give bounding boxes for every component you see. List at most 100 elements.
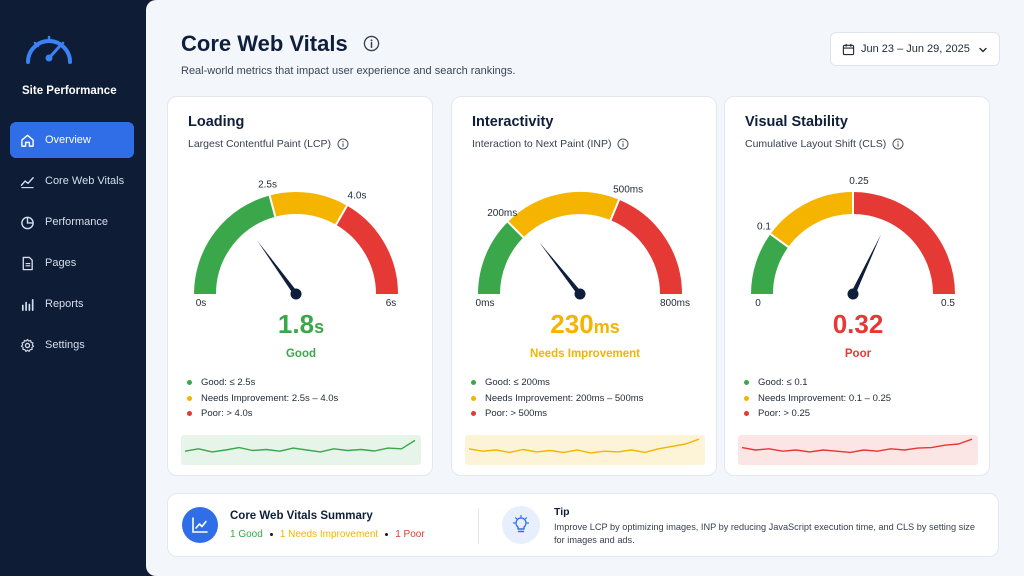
gauge-good-segment [751, 234, 789, 295]
sparkline [738, 435, 978, 465]
brand-title: Site Performance [22, 85, 117, 97]
summary-good-count: 1 Good [230, 529, 263, 540]
gauge-good-segment [194, 195, 276, 295]
date-range-picker[interactable]: Jun 23 – Jun 29, 2025 [830, 32, 1000, 66]
gauge: 0 0.5 0.1 0.25 [751, 176, 955, 309]
gauge-needle-hub [847, 288, 859, 300]
tip-text: Improve LCP by optimizing images, INP by… [554, 522, 975, 545]
nav-item-settings[interactable]: Settings [10, 327, 134, 363]
card-subtitle-text: Largest Contentful Paint (LCP) [188, 138, 331, 150]
nav-label: Performance [45, 216, 108, 228]
metric-unit: ms [593, 317, 620, 337]
card-subtitle: Interaction to Next Paint (INP) [472, 138, 629, 150]
legend-poor: Poor: > 0.25 [744, 406, 891, 422]
lightbulb-icon [502, 506, 540, 544]
nav-item-reports[interactable]: Reports [10, 286, 134, 322]
gauge-good-segment [478, 221, 524, 295]
metric-number: 230 [550, 309, 594, 339]
card-title: Loading [188, 114, 245, 130]
gauge-max-label: 6s [386, 298, 397, 309]
metric-value: 1.8s [168, 309, 434, 340]
pie-icon [21, 216, 34, 229]
metric-status: Poor [844, 348, 872, 360]
gauge-poor-segment [610, 199, 682, 295]
legend-needs-improvement: Needs Improvement: 0.1 – 0.25 [744, 391, 891, 407]
page-icon [22, 256, 33, 270]
gauge-threshold-label: 2.5s [258, 180, 277, 191]
legend-needs-improvement: Needs Improvement: 200ms – 500ms [471, 391, 643, 407]
gauge-min-label: 0 [755, 298, 761, 309]
legend-good: Good: ≤ 0.1 [744, 375, 891, 391]
page-subtitle: Real-world metrics that impact user expe… [181, 65, 516, 77]
main-content: Core Web Vitals Real-world metrics that … [146, 0, 1024, 576]
metric-card-interactivity: Interactivity Interaction to Next Paint … [451, 96, 717, 476]
metric-number: 0.32 [832, 309, 884, 339]
info-icon[interactable] [337, 138, 349, 150]
nav-item-pages[interactable]: Pages [10, 245, 134, 281]
gauge-threshold-label: 4.0s [348, 191, 367, 202]
legend-poor: Poor: > 4.0s [187, 406, 338, 422]
gauge-poor-segment [335, 205, 398, 295]
gauge-max-label: 0.5 [941, 298, 955, 309]
legend-good: Good: ≤ 200ms [471, 375, 643, 391]
metric-number: 1.8 [277, 309, 315, 339]
gauge-separator [506, 220, 525, 239]
gauge-needs-segment [269, 192, 347, 225]
card-subtitle: Largest Contentful Paint (LCP) [188, 138, 349, 150]
date-range-label: Jun 23 – Jun 29, 2025 [861, 43, 970, 55]
sparkline [181, 435, 421, 465]
gauge: 0s 6s 2.5s 4.0s [194, 180, 398, 309]
nav-label: Overview [45, 134, 91, 146]
threshold-legend: Good: ≤ 200ms Needs Improvement: 200ms –… [471, 375, 643, 422]
summary-poor-count: 1 Poor [395, 529, 425, 540]
gauge-poor-segment [852, 192, 955, 295]
nav-label: Settings [45, 339, 85, 351]
threshold-legend: Good: ≤ 0.1 Needs Improvement: 0.1 – 0.2… [744, 375, 891, 422]
metric-card-loading: Loading Largest Contentful Paint (LCP) 0… [167, 96, 433, 476]
metric-unit: s [314, 317, 325, 337]
calendar-icon [842, 43, 855, 55]
tip-title: Tip [554, 506, 570, 518]
gauge-separator [609, 198, 621, 222]
card-title: Visual Stability [745, 114, 848, 130]
gauge-max-label: 800ms [660, 298, 690, 309]
nav-item-overview[interactable]: Overview [10, 122, 134, 158]
metric-card-visual-stability: Visual Stability Cumulative Layout Shift… [724, 96, 990, 476]
nav-item-core-web-vitals[interactable]: Core Web Vitals [10, 163, 134, 199]
chevron-down-icon [979, 47, 987, 53]
info-icon[interactable] [363, 35, 380, 52]
threshold-legend: Good: ≤ 2.5s Needs Improvement: 2.5s – 4… [187, 375, 338, 422]
metric-status: Needs Improvement [530, 348, 640, 360]
nav-label: Pages [45, 257, 77, 269]
card-subtitle-text: Cumulative Layout Shift (CLS) [745, 138, 887, 150]
divider [478, 508, 479, 544]
nav-item-performance[interactable]: Performance [10, 204, 134, 240]
summary-counts: 1 Good 1 Needs Improvement 1 Poor [230, 529, 425, 540]
trend-icon [20, 176, 34, 188]
gauge-needle [539, 242, 582, 296]
gauge-threshold-label: 500ms [613, 184, 643, 195]
card-subtitle: Cumulative Layout Shift (CLS) [745, 138, 904, 150]
sidebar: Site Performance Overview Core Web Vital… [0, 0, 146, 576]
gear-icon [20, 338, 35, 352]
nav-label: Reports [45, 298, 84, 310]
metric-status: Good [285, 348, 317, 360]
summary-needs-count: 1 Needs Improvement [279, 529, 379, 540]
gauge-needs-segment [507, 192, 620, 238]
sparkline [465, 435, 705, 465]
sparkline-path [741, 438, 973, 454]
info-icon[interactable] [892, 138, 904, 150]
info-icon[interactable] [617, 138, 629, 150]
nav-label: Core Web Vitals [45, 175, 125, 187]
speedometer-icon [26, 35, 72, 64]
gauge-threshold-label: 200ms [487, 208, 517, 219]
gauge-needle [257, 240, 298, 296]
summary-title: Core Web Vitals Summary [230, 510, 373, 522]
bar-chart-icon [21, 298, 34, 311]
gauge-separator [268, 194, 277, 218]
legend-good: Good: ≤ 2.5s [187, 375, 338, 391]
metric-value: 230ms [452, 309, 718, 340]
metric-value: 0.32 [725, 309, 991, 340]
card-title: Interactivity [472, 114, 554, 130]
gauge-separator [769, 232, 790, 249]
